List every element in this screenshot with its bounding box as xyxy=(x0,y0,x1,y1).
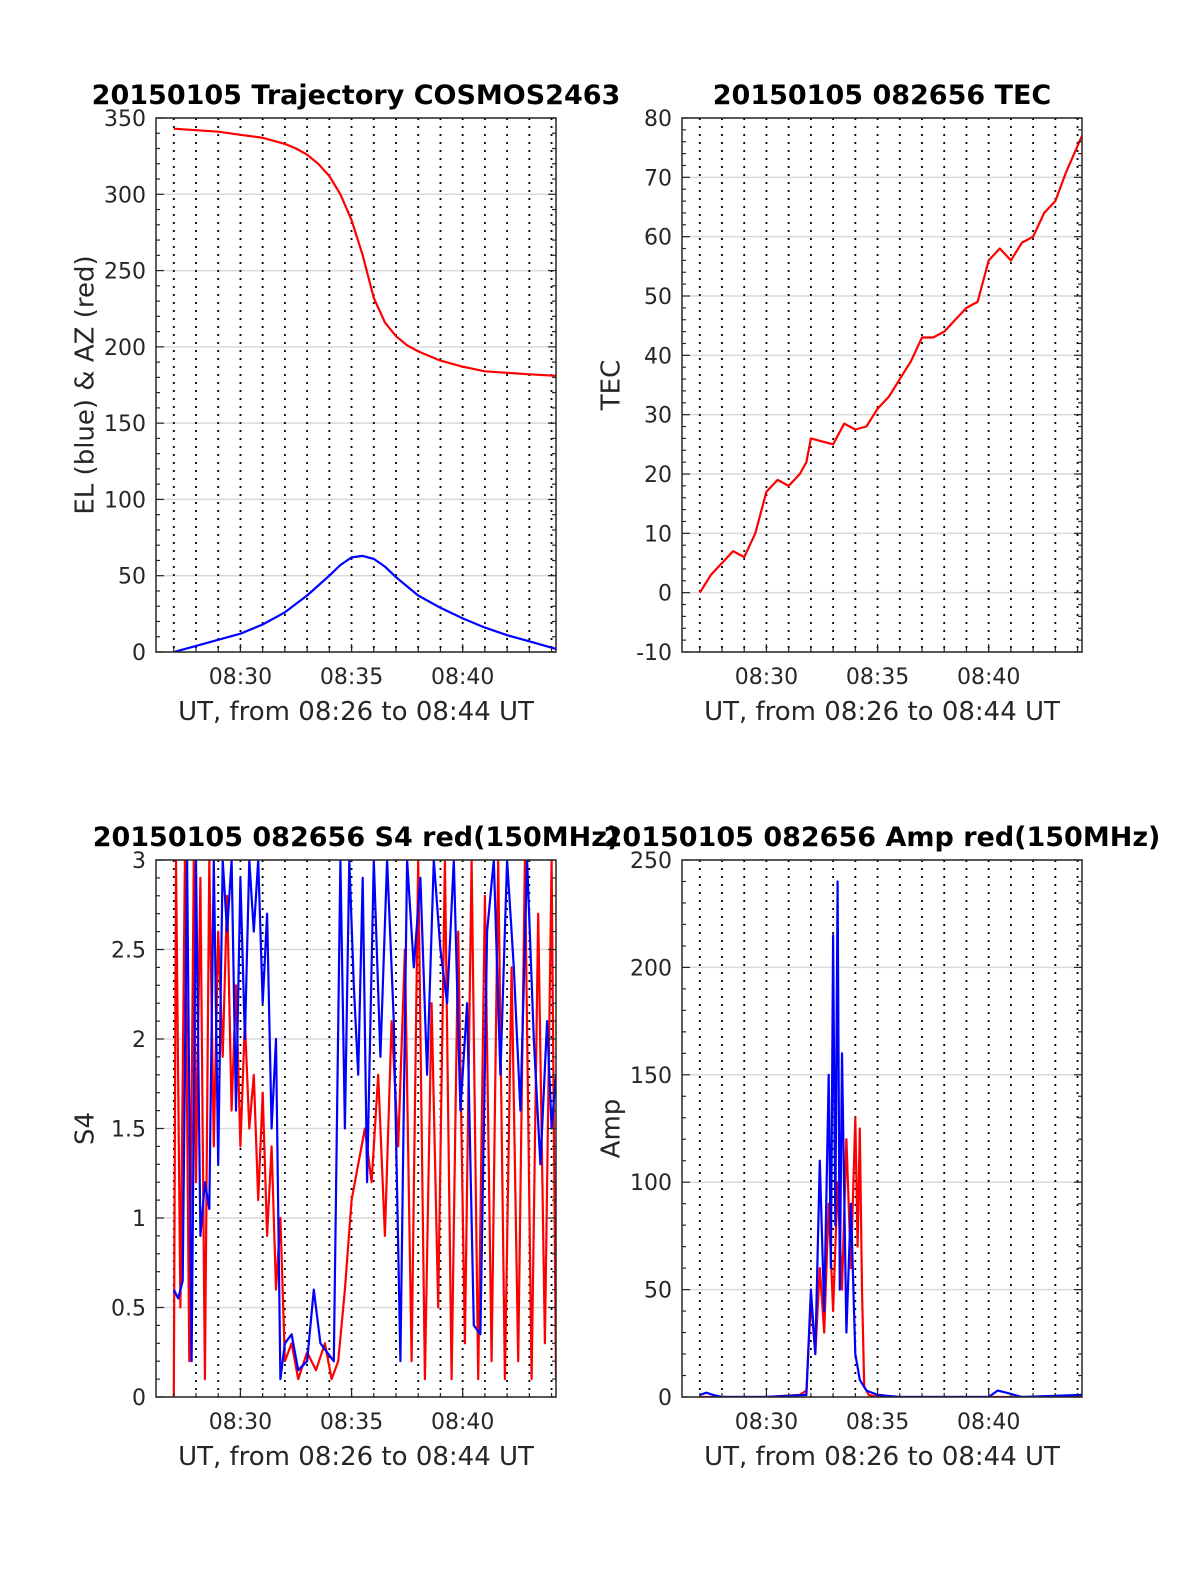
y-tick-label: 0.5 xyxy=(111,1297,146,1322)
y-tick-label: 20 xyxy=(644,463,672,488)
y-tick-label: 30 xyxy=(644,404,672,429)
series-line-1 xyxy=(172,860,556,1397)
chart-panel-2: 08:30 08:35 08:40 -10 0 10 20 30 40 50 60 70 80 20150… xyxy=(597,80,1083,727)
x-tick-label: 08:30 xyxy=(209,665,272,690)
y-tick-label: 70 xyxy=(644,166,672,191)
y-axis-label: S4 xyxy=(71,1112,101,1145)
x-axis-label: UT, from 08:26 to 08:44 UT xyxy=(704,697,1060,727)
y-tick-label: 300 xyxy=(104,183,146,208)
y-tick-label: 0 xyxy=(658,1386,672,1411)
y-tick-label: 50 xyxy=(118,565,146,590)
y-tick-label: 2 xyxy=(132,1028,146,1053)
series-line-1 xyxy=(698,135,1082,594)
y-tick-label: 200 xyxy=(630,956,672,981)
y-tick-label: 40 xyxy=(644,344,672,369)
y-tick-label: -10 xyxy=(636,641,672,666)
x-tick-label: 08:40 xyxy=(431,1410,494,1435)
series-line-2 xyxy=(173,554,556,652)
x-tick-label: 08:35 xyxy=(846,1410,909,1435)
x-axis-label: UT, from 08:26 to 08:44 UT xyxy=(704,1442,1060,1472)
chart-title: 20150105 082656 S4 red(150MHz) xyxy=(93,822,620,853)
y-tick-label: 80 xyxy=(644,107,672,132)
y-tick-label: 3 xyxy=(132,849,146,874)
axes-box xyxy=(681,859,1083,1398)
series-line-1 xyxy=(173,127,556,377)
y-tick-label: 0 xyxy=(132,1386,146,1411)
y-tick-label: 200 xyxy=(104,336,146,361)
y-tick-label: 1.5 xyxy=(111,1118,146,1143)
y-tick-label: 150 xyxy=(630,1064,672,1089)
x-tick-label: 08:35 xyxy=(320,1410,383,1435)
y-tick-label: 2.5 xyxy=(111,939,146,964)
y-tick-label: 350 xyxy=(104,107,146,132)
chart-panel-1: 08:30 08:35 08:40 0 50 100 150 200 250 300 3502015… xyxy=(71,80,621,727)
chart-title: 20150105 082656 TEC xyxy=(713,80,1052,111)
y-axis-label: TEC xyxy=(597,360,627,411)
axes-box xyxy=(155,117,557,653)
y-tick-label: 0 xyxy=(658,582,672,607)
x-axis-label: UT, from 08:26 to 08:44 UT xyxy=(178,1442,534,1472)
y-tick-label: 60 xyxy=(644,226,672,251)
y-axis-label: Amp xyxy=(597,1099,627,1159)
y-tick-label: 1 xyxy=(132,1207,146,1232)
x-tick-label: 08:35 xyxy=(846,665,909,690)
x-tick-label: 08:35 xyxy=(320,665,383,690)
x-tick-label: 08:40 xyxy=(957,665,1020,690)
y-tick-label: 250 xyxy=(630,849,672,874)
x-tick-label: 08:40 xyxy=(957,1410,1020,1435)
x-tick-label: 08:30 xyxy=(209,1410,272,1435)
x-tick-label: 08:40 xyxy=(431,665,494,690)
chart-title: 20150105 082656 Amp red(150MHz) xyxy=(604,822,1161,853)
x-axis-label: UT, from 08:26 to 08:44 UT xyxy=(178,697,534,727)
y-tick-label: 150 xyxy=(104,412,146,437)
x-tick-label: 08:30 xyxy=(735,1410,798,1435)
y-tick-label: 250 xyxy=(104,260,146,285)
y-tick-label: 50 xyxy=(644,1279,672,1304)
x-tick-label: 08:30 xyxy=(735,665,798,690)
y-tick-label: 10 xyxy=(644,522,672,547)
y-tick-label: 100 xyxy=(630,1171,672,1196)
y-tick-label: 0 xyxy=(132,641,146,666)
y-tick-label: 50 xyxy=(644,285,672,310)
y-axis-label: EL (blue) & AZ (red) xyxy=(71,255,101,514)
series-line-2 xyxy=(699,880,1082,1397)
y-tick-label: 100 xyxy=(104,488,146,513)
axes-box xyxy=(681,117,1083,653)
series-line-2 xyxy=(172,860,556,1381)
series-line-1 xyxy=(699,1116,1082,1397)
chart-title: 20150105 Trajectory COSMOS2463 xyxy=(92,80,621,111)
